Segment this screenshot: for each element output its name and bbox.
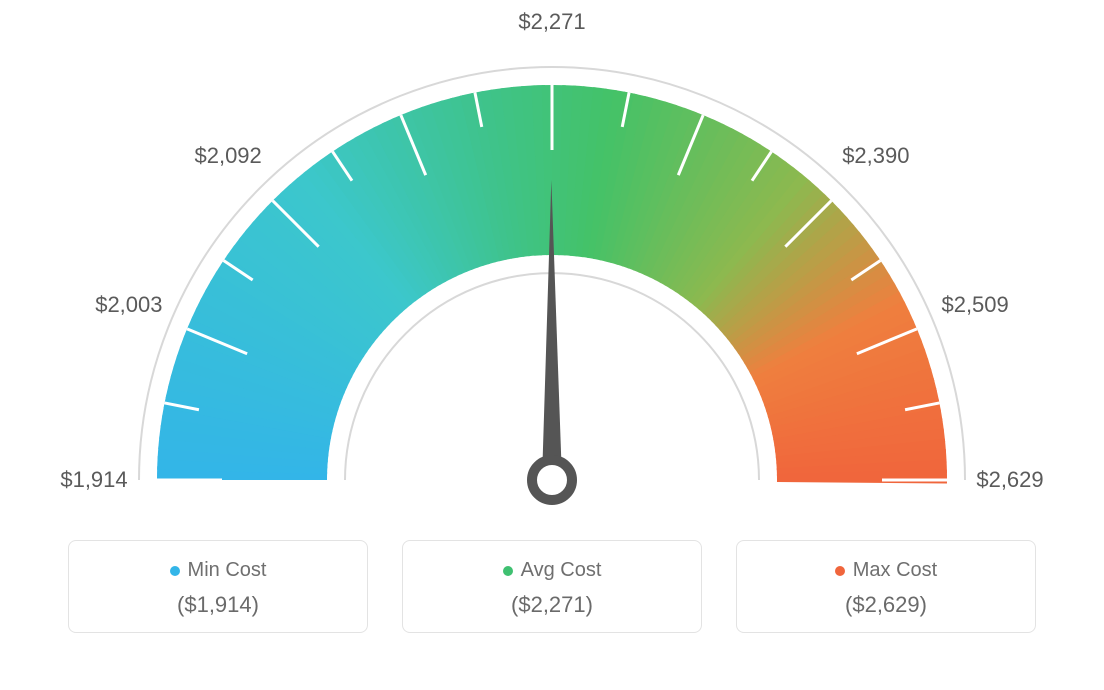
gauge-tick-label: $2,390 [842,143,909,169]
gauge-chart: $1,914 $2,003 $2,092 $2,271 $2,390 $2,509 $2,6… [0,0,1104,540]
gauge-svg [0,0,1104,540]
legend-title-min: Min Cost [81,559,355,582]
legend-dot-max [835,566,845,576]
gauge-tick-label: $2,003 [95,292,162,318]
legend-card-avg: Avg Cost ($2,271) [402,540,702,633]
gauge-tick-label: $1,914 [60,467,127,493]
legend-label-min: Min Cost [188,559,267,582]
legend-label-avg: Avg Cost [521,559,602,582]
gauge-tick-label: $2,092 [194,143,261,169]
legend-title-avg: Avg Cost [415,559,689,582]
legend-value-avg: ($2,271) [415,592,689,618]
legend-card-max: Max Cost ($2,629) [736,540,1036,633]
legend-title-max: Max Cost [749,559,1023,582]
legend-card-min: Min Cost ($1,914) [68,540,368,633]
legend-dot-min [170,566,180,576]
gauge-tick-label: $2,271 [518,9,585,35]
legend-value-max: ($2,629) [749,592,1023,618]
gauge-tick-label: $2,629 [976,467,1043,493]
legend-dot-avg [503,566,513,576]
gauge-tick-label: $2,509 [941,292,1008,318]
legend-value-min: ($1,914) [81,592,355,618]
legend-label-max: Max Cost [853,559,937,582]
legend-row: Min Cost ($1,914) Avg Cost ($2,271) Max … [0,540,1104,633]
